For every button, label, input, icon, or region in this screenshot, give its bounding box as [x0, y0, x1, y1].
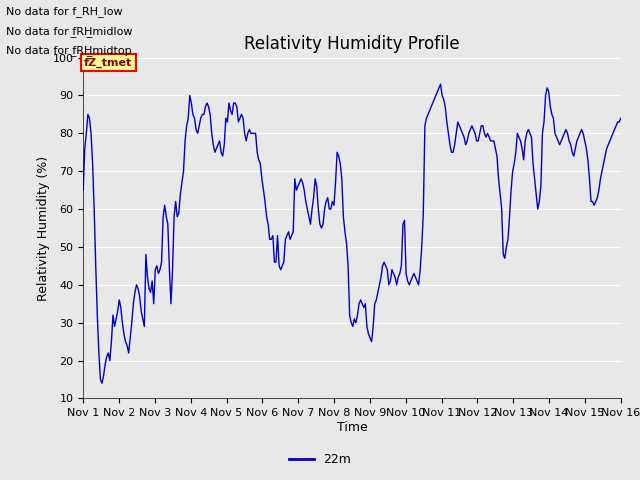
Text: No data for f_RH_low: No data for f_RH_low — [6, 6, 123, 17]
Legend: 22m: 22m — [284, 448, 356, 471]
X-axis label: Time: Time — [337, 421, 367, 434]
Text: No data for f̲RH̲midlow: No data for f̲RH̲midlow — [6, 25, 133, 36]
Text: fZ_tmet: fZ_tmet — [84, 58, 132, 68]
Title: Relativity Humidity Profile: Relativity Humidity Profile — [244, 35, 460, 53]
Text: No data for f̲RH̲midtop: No data for f̲RH̲midtop — [6, 45, 132, 56]
Y-axis label: Relativity Humidity (%): Relativity Humidity (%) — [36, 156, 50, 300]
